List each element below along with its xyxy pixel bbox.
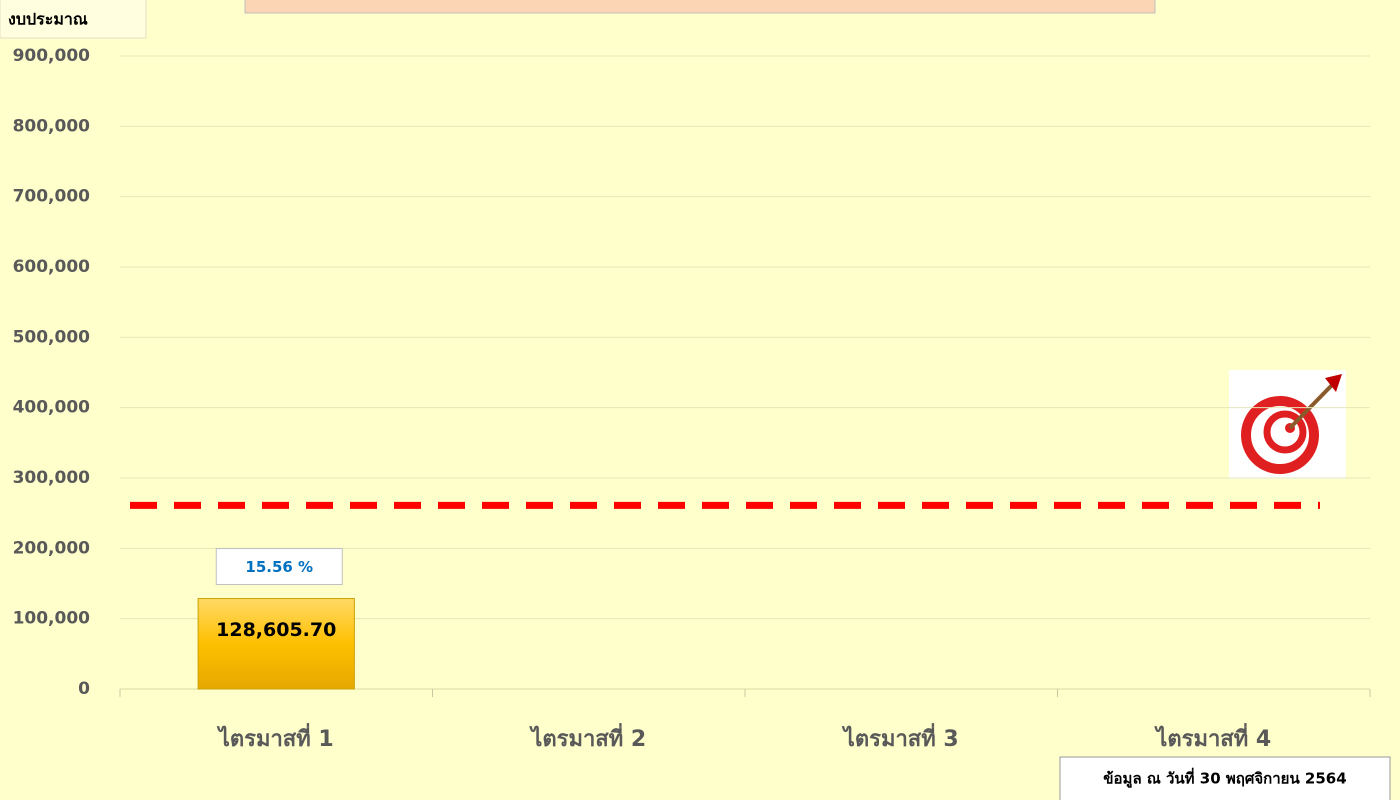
y-tick-label: 900,000 — [13, 46, 91, 66]
data-label: 128,605.70 — [216, 619, 336, 641]
target-icon — [1229, 370, 1346, 479]
y-tick-label: 0 — [78, 679, 90, 699]
y-tick-label: 600,000 — [13, 257, 91, 277]
y-tick-label: 800,000 — [13, 116, 91, 136]
y-tick-label: 700,000 — [13, 187, 91, 207]
footnote: ข้อมูล ณ วันที่ 30 พฤศจิกายน 2564 — [1103, 768, 1346, 789]
x-tick-label: ไตรมาสที่ 2 — [529, 722, 646, 752]
y-tick-label: 500,000 — [13, 327, 91, 347]
x-tick-label: ไตรมาสที่ 1 — [217, 722, 334, 752]
bar — [197, 598, 355, 690]
y-tick-label: 300,000 — [13, 468, 91, 488]
title-box — [244, 0, 1156, 14]
y-tick-label: 400,000 — [13, 398, 91, 418]
x-tick-label: ไตรมาสที่ 3 — [842, 722, 959, 752]
y-tick-label: 100,000 — [13, 609, 91, 629]
axis-label-box — [0, 0, 147, 39]
y-axis-label: งบประมาณ — [8, 10, 88, 29]
y-tick-label: 200,000 — [13, 538, 91, 558]
annotation: 15.56 % — [245, 558, 313, 576]
footnote-box — [1059, 756, 1391, 800]
annotation-box — [215, 548, 343, 586]
x-tick-label: ไตรมาสที่ 4 — [1154, 722, 1271, 752]
